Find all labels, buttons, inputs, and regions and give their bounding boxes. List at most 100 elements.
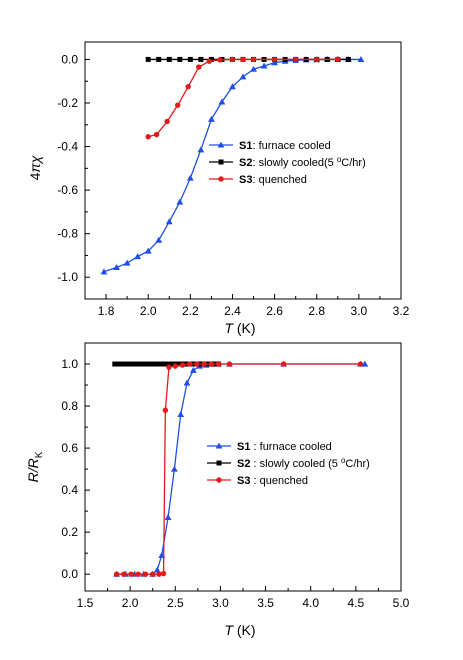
legend-item-s1: S1 : furnace cooled	[207, 441, 332, 453]
data-point-s2	[112, 361, 118, 367]
data-point-s3	[229, 56, 236, 63]
data-point-s1	[177, 411, 185, 418]
data-point-s2	[148, 361, 154, 367]
legend-item-s3: S3 : quenched	[207, 475, 308, 487]
data-point-s2	[157, 361, 163, 367]
data-point-s3	[160, 570, 167, 577]
x-tick-label: 2.5	[167, 596, 184, 610]
legend-label: S1: furnace cooled	[239, 140, 331, 152]
series-layer	[100, 56, 365, 275]
data-point-s3	[196, 64, 202, 70]
x-tick-label: 3.0	[351, 304, 368, 318]
data-point-s3	[150, 571, 156, 577]
data-point-s1	[144, 247, 152, 254]
y-tick-label: 0.6	[61, 441, 78, 455]
x-tick-label: 5.0	[393, 596, 410, 610]
x-tick-label: 4.0	[302, 596, 319, 610]
data-point-s3	[217, 57, 223, 63]
data-point-s3	[145, 134, 151, 140]
legend-marker	[216, 460, 222, 466]
data-point-s1	[153, 566, 161, 573]
data-point-s3	[292, 56, 299, 63]
data-point-s2	[166, 361, 172, 367]
data-point-s3	[280, 361, 287, 367]
axis-ticks: 1.5 2.0 2.5 3.0 3.5 4.0 4.5 5.0 1.0 0.8 0.6 0.4 0.2 0…	[61, 357, 409, 610]
data-point-s1	[164, 514, 172, 520]
x-tick-label: 2.8	[308, 304, 325, 318]
data-point-s2	[116, 361, 122, 367]
x-tick-label: 2.6	[266, 304, 283, 318]
data-point-s1	[134, 253, 142, 260]
data-point-s2	[187, 56, 193, 62]
data-point-s1	[197, 146, 205, 153]
data-point-s3	[164, 118, 170, 125]
data-point-s1	[183, 379, 191, 386]
data-point-s1	[155, 236, 163, 243]
data-point-s2	[152, 361, 158, 367]
x-tick-label: 2.0	[122, 596, 139, 610]
legend: S1: furnace cooled S2: slowly cooled(5 oC…	[209, 140, 366, 186]
data-point-s1	[186, 174, 194, 181]
y-tick-label: -0.6	[57, 183, 78, 197]
susceptibility-chart: 1.8 2.0 2.2 2.4 2.6 2.8 3.0 3.2 0.0 -0.2 -0.4 -0.6 -…	[27, 41, 410, 336]
x-tick-label: 1.5	[77, 596, 94, 610]
legend-marker	[216, 477, 222, 483]
data-point-s1	[239, 73, 247, 80]
legend-marker	[217, 141, 225, 148]
data-point-s1	[271, 59, 278, 66]
x-tick-label: 3.0	[212, 596, 229, 610]
data-point-s3	[226, 361, 233, 367]
data-point-s3	[174, 102, 181, 108]
y-tick-label: -0.8	[57, 227, 78, 241]
data-point-s1	[165, 218, 173, 225]
data-point-s2	[161, 361, 167, 367]
y-tick-label: -1.0	[57, 270, 78, 284]
data-point-s2	[175, 361, 181, 367]
x-tick-label: 3.2	[393, 304, 410, 318]
x-tick-label: 3.5	[257, 596, 274, 610]
legend-item-s3: S3: quenched	[209, 174, 307, 186]
data-point-s2	[166, 56, 172, 62]
data-point-s1	[208, 115, 215, 122]
legend-item-s2: S2 : slowly cooled (5 oC/hr)	[207, 456, 370, 470]
y-tick-label: 0.0	[61, 567, 78, 581]
legend-label: S2: slowly cooled(5 oC/hr)	[239, 155, 366, 169]
data-point-s1	[113, 264, 120, 270]
resistance-chart: 1.5 2.0 2.5 3.0 3.5 4.0 4.5 5.0 1.0 0.8 0.6 0.4 0.2 0…	[25, 342, 410, 638]
legend-marker	[215, 442, 223, 449]
data-point-s3	[208, 361, 215, 367]
data-point-s3	[135, 571, 141, 577]
data-point-s3	[201, 361, 207, 367]
data-point-s2	[121, 361, 127, 367]
series-line-s3	[148, 58, 338, 138]
y-tick-label: 0.0	[61, 52, 78, 66]
data-point-s3	[172, 363, 178, 369]
data-point-s2	[198, 56, 204, 62]
data-point-s1	[361, 360, 369, 367]
data-point-s3	[187, 361, 193, 367]
x-tick-label: 1.8	[98, 304, 115, 318]
x-tick-label: 2.0	[140, 304, 157, 318]
data-point-s3	[156, 571, 162, 577]
data-point-s3	[357, 361, 364, 367]
data-point-s1	[100, 268, 108, 275]
data-point-s3	[215, 361, 222, 367]
data-point-s1	[189, 366, 197, 373]
y-tick-label: -0.4	[57, 140, 78, 154]
x-tick-label: 2.2	[182, 304, 199, 318]
y-tick-label: 1.0	[61, 357, 78, 371]
legend-label: S2 : slowly cooled (5 oC/hr)	[237, 456, 370, 470]
data-point-s3	[335, 56, 341, 63]
data-point-s3	[113, 571, 120, 577]
data-point-s2	[130, 361, 136, 367]
data-point-s3	[240, 56, 246, 63]
data-point-s1	[123, 259, 131, 266]
data-point-s1	[170, 465, 178, 472]
y-axis-label: 4πχ	[27, 155, 43, 180]
data-point-s1	[229, 83, 236, 90]
x-axis-label: T (K)	[224, 622, 255, 638]
data-point-s3	[250, 56, 257, 63]
data-point-s3	[179, 362, 186, 368]
x-axis-label: T (K)	[224, 320, 255, 336]
